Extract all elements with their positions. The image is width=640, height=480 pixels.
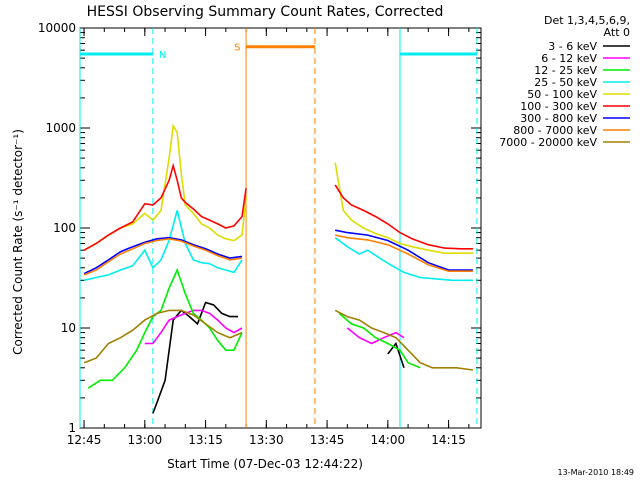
y-tick-label: 10 <box>61 321 76 335</box>
series-line <box>334 184 473 250</box>
series-line <box>335 234 473 273</box>
y-axis-label: Corrected Count Rate (s⁻¹ detector⁻¹) <box>11 129 25 355</box>
x-tick-label: 13:30 <box>249 433 284 447</box>
series-line <box>338 312 421 369</box>
series-line <box>387 341 405 369</box>
x-tick-label: 12:45 <box>67 433 102 447</box>
legend-header: Det 1,3,4,5,6,9, <box>544 14 630 27</box>
plot-area: 12:45 13:00 13:15 13:30 13:45 14:00 14:15 1 10 10… <box>38 21 482 447</box>
series-line <box>83 162 247 251</box>
legend-entry-label: 6 - 12 keV <box>541 52 597 65</box>
x-tick-label: 14:15 <box>431 433 466 447</box>
series-line <box>334 309 474 371</box>
series-line <box>83 309 243 364</box>
y-tick-label: 10000 <box>38 21 76 35</box>
series-line <box>83 236 243 275</box>
series-line <box>144 309 243 345</box>
legend-entry-label: 800 - 7000 keV <box>513 124 597 137</box>
state-bar-label: N <box>159 50 166 61</box>
legend-entry-label: 50 - 100 keV <box>527 88 597 101</box>
x-tick-label: 13:45 <box>310 433 345 447</box>
series-line <box>87 267 243 389</box>
series-line <box>334 237 473 282</box>
footer-timestamp: 13-Mar-2010 18:49 <box>558 468 635 477</box>
legend-entry-label: 7000 - 20000 keV <box>499 136 597 149</box>
legend-header: Att 0 <box>604 26 630 39</box>
legend-entry-label: 25 - 50 keV <box>534 76 597 89</box>
legend-entry-label: 100 - 300 keV <box>520 100 597 113</box>
x-tick-label: 13:15 <box>188 433 223 447</box>
legend-entry-label: 12 - 25 keV <box>534 64 597 77</box>
x-tick-label: 14:00 <box>371 433 406 447</box>
series-line <box>83 237 243 276</box>
series-line <box>83 210 243 282</box>
series-line <box>335 229 473 271</box>
state-bar-label: S <box>234 43 240 54</box>
x-tick-label: 13:00 <box>128 433 163 447</box>
series-line <box>334 162 473 254</box>
series-line <box>346 327 405 345</box>
series-line <box>152 301 238 414</box>
y-tick-label: 1000 <box>45 121 76 135</box>
x-axis-label: Start Time (07-Dec-03 12:44:22) <box>167 457 363 471</box>
chart-title: HESSI Observing Summary Count Rates, Cor… <box>87 4 444 20</box>
y-tick-label: 100 <box>53 221 76 235</box>
legend-entry-label: 3 - 6 keV <box>548 40 597 53</box>
legend-entry-label: 300 - 800 keV <box>520 112 597 125</box>
y-tick-label: 1 <box>68 421 76 435</box>
